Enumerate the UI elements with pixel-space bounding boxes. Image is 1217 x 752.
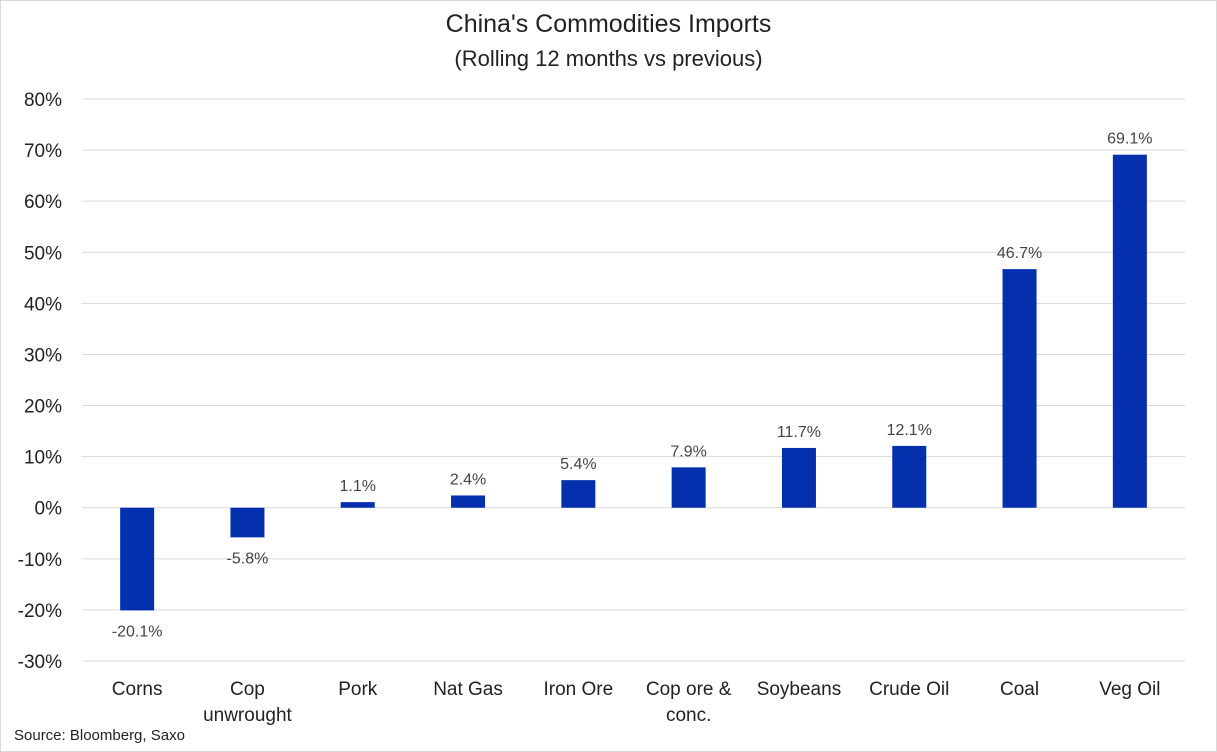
data-label: 46.7%	[997, 245, 1042, 262]
x-category-label: Corns	[112, 679, 163, 700]
chart-title: China's Commodities Imports	[445, 10, 772, 38]
x-category-label: Cop ore & conc.	[646, 679, 732, 726]
bar	[1002, 269, 1037, 508]
y-tick-label: 10%	[24, 448, 62, 469]
y-tick-label: -20%	[18, 601, 62, 622]
bar	[451, 495, 486, 508]
data-label: 1.1%	[340, 478, 376, 495]
bar	[892, 445, 927, 508]
x-category-label: Soybeans	[757, 679, 842, 700]
x-axis-categories: Corns Cop unwrought Pork Nat Gas Iron Ore Cop …	[112, 679, 1161, 726]
x-category-label: Coal	[1000, 679, 1039, 700]
x-category-line: Crude Oil	[869, 679, 949, 700]
x-category-label: Iron Ore	[543, 679, 613, 700]
x-category-label: Pork	[338, 679, 378, 700]
x-category-label: Veg Oil	[1099, 679, 1160, 700]
bar	[781, 447, 816, 508]
bar	[120, 507, 155, 611]
bar	[340, 502, 375, 508]
x-category-label: Cop unwrought	[203, 679, 292, 726]
x-category-label: Crude Oil	[869, 679, 949, 700]
data-label: -20.1%	[112, 623, 163, 640]
x-category-line: Iron Ore	[543, 679, 613, 700]
x-category-line: Cop ore &	[646, 679, 732, 700]
bar	[230, 507, 265, 538]
y-tick-label: 40%	[24, 294, 62, 315]
data-label: -5.8%	[227, 550, 269, 567]
x-category-line: unwrought	[203, 705, 292, 726]
x-category-line: Soybeans	[757, 679, 842, 700]
gridlines	[82, 98, 1185, 662]
bars	[120, 154, 1147, 611]
y-axis-ticks: 80% 70% 60% 50% 40% 30% 20% 10% 0% -10% -20% -30%	[18, 90, 62, 673]
source-note: Source: Bloomberg, Saxo	[14, 727, 185, 744]
data-labels: -20.1% -5.8% 1.1% 2.4% 5.4% 7.9% 11.7% 12.1% 46.…	[112, 131, 1153, 641]
x-category-label: Nat Gas	[433, 679, 503, 700]
data-label: 2.4%	[450, 471, 486, 488]
x-category-line: Cop	[230, 679, 265, 700]
data-label: 12.1%	[887, 422, 932, 439]
y-tick-label: 20%	[24, 397, 62, 418]
bar	[1112, 154, 1147, 508]
x-category-line: Veg Oil	[1099, 679, 1160, 700]
y-tick-label: -10%	[18, 550, 62, 571]
y-tick-label: 0%	[35, 499, 63, 520]
data-label: 69.1%	[1107, 131, 1152, 148]
x-category-line: Pork	[338, 679, 378, 700]
x-category-line: Coal	[1000, 679, 1039, 700]
y-tick-label: 80%	[24, 90, 62, 111]
x-category-line: Corns	[112, 679, 163, 700]
y-tick-label: 70%	[24, 141, 62, 162]
x-category-line: conc.	[666, 705, 711, 726]
bar	[561, 480, 596, 508]
y-tick-label: 30%	[24, 345, 62, 366]
x-category-line: Nat Gas	[433, 679, 503, 700]
y-tick-label: 50%	[24, 243, 62, 264]
y-tick-label: -30%	[18, 652, 62, 673]
data-label: 5.4%	[560, 456, 596, 473]
y-tick-label: 60%	[24, 192, 62, 213]
chart-subtitle: (Rolling 12 months vs previous)	[454, 46, 763, 71]
bar	[671, 467, 706, 508]
data-label: 7.9%	[670, 443, 706, 460]
data-label: 11.7%	[777, 424, 821, 441]
